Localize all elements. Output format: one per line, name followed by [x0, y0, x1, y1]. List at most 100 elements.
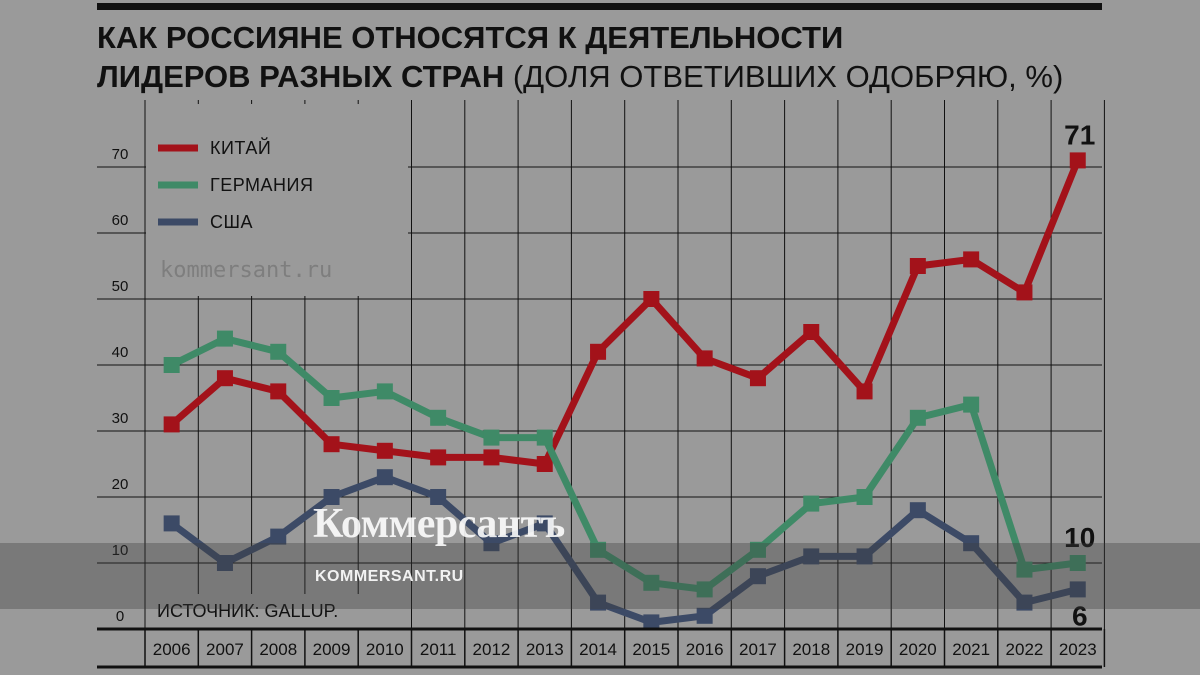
y-tick-40: 40 — [112, 344, 129, 361]
point-0-2023 — [1069, 152, 1086, 169]
x-tick-2007: 2007 — [206, 640, 244, 659]
point-0-2006 — [163, 416, 180, 433]
point-2-2012 — [483, 535, 500, 552]
end-label-2: 6 — [1072, 600, 1088, 631]
chart-title: КАК РОССИЯНЕ ОТНОСЯТСЯ К ДЕЯТЕЛЬНОСТИ — [97, 20, 843, 55]
point-1-2009 — [323, 390, 340, 406]
y-tick-70: 70 — [112, 146, 129, 163]
x-tick-2011: 2011 — [420, 640, 457, 659]
point-2-2007 — [216, 555, 233, 571]
point-2-2013 — [536, 515, 553, 532]
series-layer — [163, 152, 1086, 631]
watermark-brand: Коммерсантъ — [313, 501, 565, 547]
source-note: ИСТОЧНИК: GALLUP. — [157, 601, 338, 621]
point-1-2006 — [163, 357, 180, 373]
chart-title-line2-bold: ЛИДЕРОВ РАЗНЫХ СТРАН — [97, 59, 504, 94]
point-1-2018 — [803, 495, 820, 512]
series-line-0 — [169, 159, 1081, 468]
point-1-2008 — [270, 343, 287, 360]
point-0-2017 — [749, 370, 766, 387]
point-2-2010 — [376, 469, 393, 486]
x-tick-2012: 2012 — [473, 640, 511, 659]
y-tick-20: 20 — [112, 476, 129, 493]
legend-box — [146, 104, 408, 296]
point-1-2013 — [536, 429, 553, 446]
point-1-2010 — [376, 383, 393, 400]
point-1-2012 — [483, 429, 500, 446]
point-1-2015 — [643, 574, 660, 591]
series-line-1 — [170, 335, 1079, 593]
legend: КИТАЙ ГЕРМАНИЯ США — [158, 137, 314, 232]
point-1-2021 — [963, 396, 980, 413]
x-tick-2018: 2018 — [792, 640, 830, 659]
end-labels: 71 10 6 — [1064, 119, 1095, 631]
y-tick-50: 50 — [112, 278, 129, 295]
point-0-2011 — [430, 449, 447, 466]
legend-label-1: ГЕРМАНИЯ — [210, 175, 314, 195]
point-2-2018 — [803, 548, 820, 565]
point-1-2014 — [590, 541, 607, 558]
point-2-2015 — [643, 614, 660, 631]
point-2-2017 — [749, 568, 766, 585]
chart-title-line2-rest: (ДОЛЯ ОТВЕТИВШИХ ОДОБРЯЮ, %) — [504, 59, 1063, 94]
x-tick-2021: 2021 — [952, 640, 990, 659]
y-tick-0: 0 — [116, 608, 124, 625]
point-2-2022 — [1016, 594, 1033, 611]
x-tick-2010: 2010 — [366, 640, 404, 659]
point-1-2019 — [856, 489, 873, 505]
point-0-2010 — [376, 442, 393, 459]
legend-label-0: КИТАЙ — [210, 137, 271, 158]
point-2-2021 — [963, 535, 980, 552]
point-2-2016 — [696, 607, 713, 624]
point-0-2013 — [536, 456, 553, 472]
point-1-2023 — [1069, 555, 1086, 571]
x-tick-2006: 2006 — [153, 640, 191, 659]
x-tick-2009: 2009 — [313, 640, 351, 659]
x-tick-2022: 2022 — [1006, 640, 1044, 659]
point-2-2020 — [909, 502, 926, 519]
point-1-2020 — [909, 409, 926, 426]
x-tick-2013: 2013 — [526, 640, 564, 659]
point-1-2022 — [1016, 561, 1033, 578]
point-0-2008 — [270, 383, 287, 400]
point-1-2016 — [696, 581, 713, 598]
point-2-2019 — [856, 548, 873, 565]
x-tick-2015: 2015 — [632, 640, 670, 659]
point-1-2007 — [216, 330, 233, 347]
y-axis-ticks: 0 10 20 30 40 50 60 70 — [112, 146, 129, 625]
point-2-2023 — [1069, 581, 1086, 598]
point-0-2009 — [323, 436, 340, 453]
point-0-2014 — [590, 343, 607, 360]
point-0-2012 — [483, 449, 500, 466]
point-0-2020 — [909, 258, 926, 274]
x-tick-2016: 2016 — [686, 640, 724, 659]
point-2-2009 — [323, 489, 340, 505]
y-tick-60: 60 — [112, 212, 129, 229]
end-label-1: 10 — [1064, 522, 1095, 553]
point-2-2008 — [270, 528, 287, 545]
legend-label-2: США — [210, 212, 253, 232]
x-axis: 2006 2007 2008 2009 2010 2011 2012 2013 2014 2015… — [97, 627, 1106, 669]
point-0-2007 — [216, 370, 233, 387]
y-tick-10: 10 — [112, 542, 129, 559]
watermark-banner — [0, 543, 1200, 609]
point-0-2021 — [963, 251, 980, 268]
point-2-2014 — [590, 594, 607, 611]
point-0-2015 — [643, 291, 660, 307]
end-label-0: 71 — [1064, 119, 1095, 150]
point-2-2006 — [163, 515, 180, 532]
x-tick-2017: 2017 — [739, 640, 777, 659]
point-0-2022 — [1016, 284, 1033, 301]
point-0-2016 — [696, 350, 713, 367]
point-0-2018 — [803, 324, 820, 340]
watermark-site: kommersant.ru — [160, 258, 332, 283]
source-box — [150, 594, 410, 628]
x-tick-2020: 2020 — [899, 640, 937, 659]
x-tick-2008: 2008 — [259, 640, 297, 659]
y-tick-30: 30 — [112, 410, 129, 427]
chart-subtitle: ЛИДЕРОВ РАЗНЫХ СТРАН (ДОЛЯ ОТВЕТИВШИХ ОД… — [97, 59, 1063, 94]
top-rule — [97, 3, 1102, 10]
series-line-2 — [169, 473, 1079, 626]
point-2-2011 — [430, 489, 447, 505]
